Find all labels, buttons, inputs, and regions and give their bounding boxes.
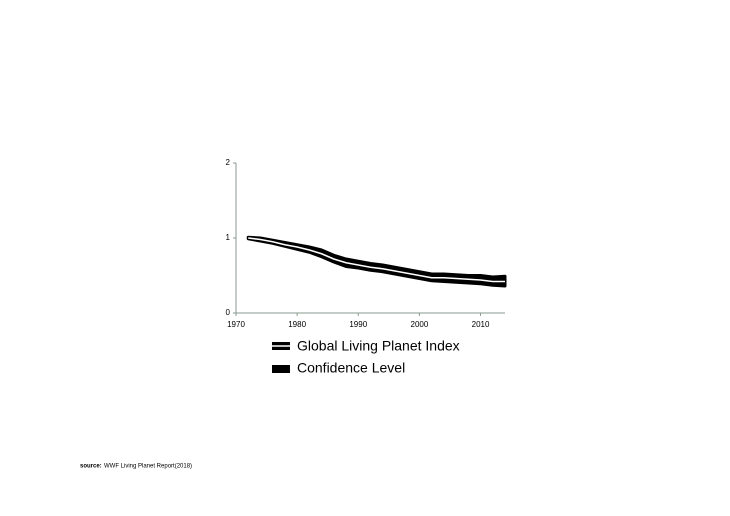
legend-label: Confidence Level (297, 360, 405, 376)
index-line (248, 237, 505, 283)
legend-swatch (272, 365, 290, 373)
y-tick-label: 1 (226, 233, 231, 242)
x-tick-label: 2010 (472, 320, 490, 329)
x-tick-label: 2000 (411, 320, 429, 329)
confidence-band (246, 235, 507, 288)
y-tick-label: 2 (226, 158, 231, 167)
x-tick-label: 1990 (349, 320, 367, 329)
source-text: WWF Living Planet Report(2018) (104, 464, 192, 470)
y-tick-label: 0 (226, 308, 231, 317)
x-tick-label: 1980 (288, 320, 306, 329)
source-label: source: (80, 464, 102, 470)
legend-label: Global Living Planet Index (297, 338, 460, 354)
x-tick-label: 1970 (227, 320, 245, 329)
